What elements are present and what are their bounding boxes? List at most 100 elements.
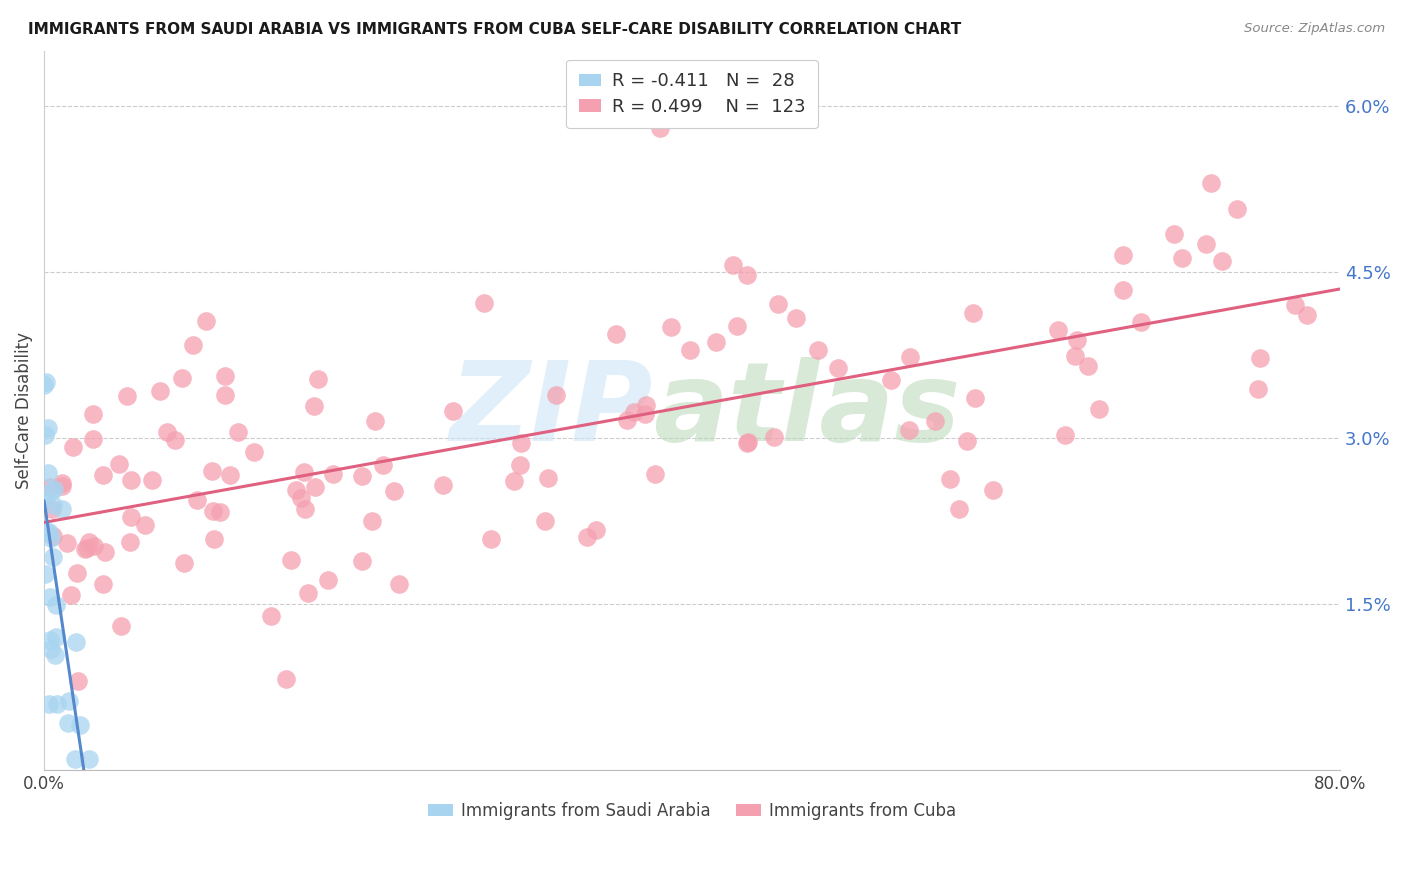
Point — [432, 478, 454, 492]
Point — [880, 373, 903, 387]
Point — [39, 484, 62, 499]
Point — [110, 619, 132, 633]
Point — [898, 350, 921, 364]
Point — [120, 510, 142, 524]
Point — [1284, 297, 1306, 311]
Point — [605, 326, 627, 341]
Point — [41, 501, 63, 516]
Point — [503, 474, 526, 488]
Point — [352, 554, 374, 568]
Point — [65, 635, 87, 649]
Point — [350, 469, 373, 483]
Point — [634, 407, 657, 421]
Point — [219, 467, 242, 482]
Point — [214, 388, 236, 402]
Point — [963, 391, 986, 405]
Point — [45, 697, 67, 711]
Point — [45, 630, 67, 644]
Point — [39, 531, 62, 545]
Point — [42, 549, 65, 564]
Point — [766, 296, 789, 310]
Point — [91, 576, 114, 591]
Point — [115, 389, 138, 403]
Point — [260, 608, 283, 623]
Point — [77, 752, 100, 766]
Point — [63, 752, 86, 766]
Point — [304, 479, 326, 493]
Point — [1064, 349, 1087, 363]
Point — [276, 673, 298, 687]
Point — [156, 425, 179, 440]
Point — [1077, 359, 1099, 373]
Point — [1211, 253, 1233, 268]
Point — [202, 504, 225, 518]
Point — [679, 343, 702, 358]
Point — [108, 457, 131, 471]
Point — [1171, 251, 1194, 265]
Point — [51, 479, 73, 493]
Point — [134, 517, 156, 532]
Point — [65, 566, 87, 580]
Point — [34, 428, 56, 442]
Point — [316, 573, 339, 587]
Point — [546, 388, 568, 402]
Text: IMMIGRANTS FROM SAUDI ARABIA VS IMMIGRANTS FROM CUBA SELF-CARE DISABILITY CORREL: IMMIGRANTS FROM SAUDI ARABIA VS IMMIGRAN… — [28, 22, 962, 37]
Point — [34, 377, 56, 392]
Point — [93, 545, 115, 559]
Point — [509, 458, 531, 473]
Point — [382, 483, 405, 498]
Point — [644, 467, 666, 481]
Point — [201, 464, 224, 478]
Point — [214, 368, 236, 383]
Point — [1247, 382, 1270, 396]
Point — [807, 343, 830, 357]
Point — [76, 541, 98, 555]
Point — [290, 491, 312, 505]
Point — [42, 529, 65, 543]
Point — [735, 268, 758, 282]
Point — [1112, 248, 1135, 262]
Text: ZIP: ZIP — [450, 357, 654, 464]
Point — [735, 436, 758, 450]
Point — [536, 471, 558, 485]
Point — [280, 553, 302, 567]
Point — [479, 532, 502, 546]
Point — [39, 632, 62, 647]
Point — [648, 121, 671, 136]
Point — [371, 458, 394, 472]
Point — [67, 674, 90, 689]
Text: Source: ZipAtlas.com: Source: ZipAtlas.com — [1244, 22, 1385, 36]
Point — [1112, 283, 1135, 297]
Point — [898, 423, 921, 437]
Point — [302, 400, 325, 414]
Point — [35, 524, 58, 539]
Point — [37, 420, 59, 434]
Point — [387, 576, 409, 591]
Point — [364, 414, 387, 428]
Point — [38, 524, 60, 539]
Point — [962, 306, 984, 320]
Point — [1053, 428, 1076, 442]
Point — [163, 433, 186, 447]
Point — [1163, 227, 1185, 242]
Point — [285, 483, 308, 498]
Point — [737, 434, 759, 449]
Point — [981, 483, 1004, 498]
Point — [82, 408, 104, 422]
Point — [51, 501, 73, 516]
Text: atlas: atlas — [654, 357, 960, 464]
Point — [181, 338, 204, 352]
Point — [322, 467, 344, 481]
Point — [472, 296, 495, 310]
Point — [83, 539, 105, 553]
Point — [636, 398, 658, 412]
Point — [73, 541, 96, 556]
Point — [242, 444, 264, 458]
Point — [56, 715, 79, 730]
Point — [58, 694, 80, 708]
Point — [39, 480, 62, 494]
Point — [44, 482, 66, 496]
Point — [149, 384, 172, 399]
Point — [141, 473, 163, 487]
Point — [1199, 177, 1222, 191]
